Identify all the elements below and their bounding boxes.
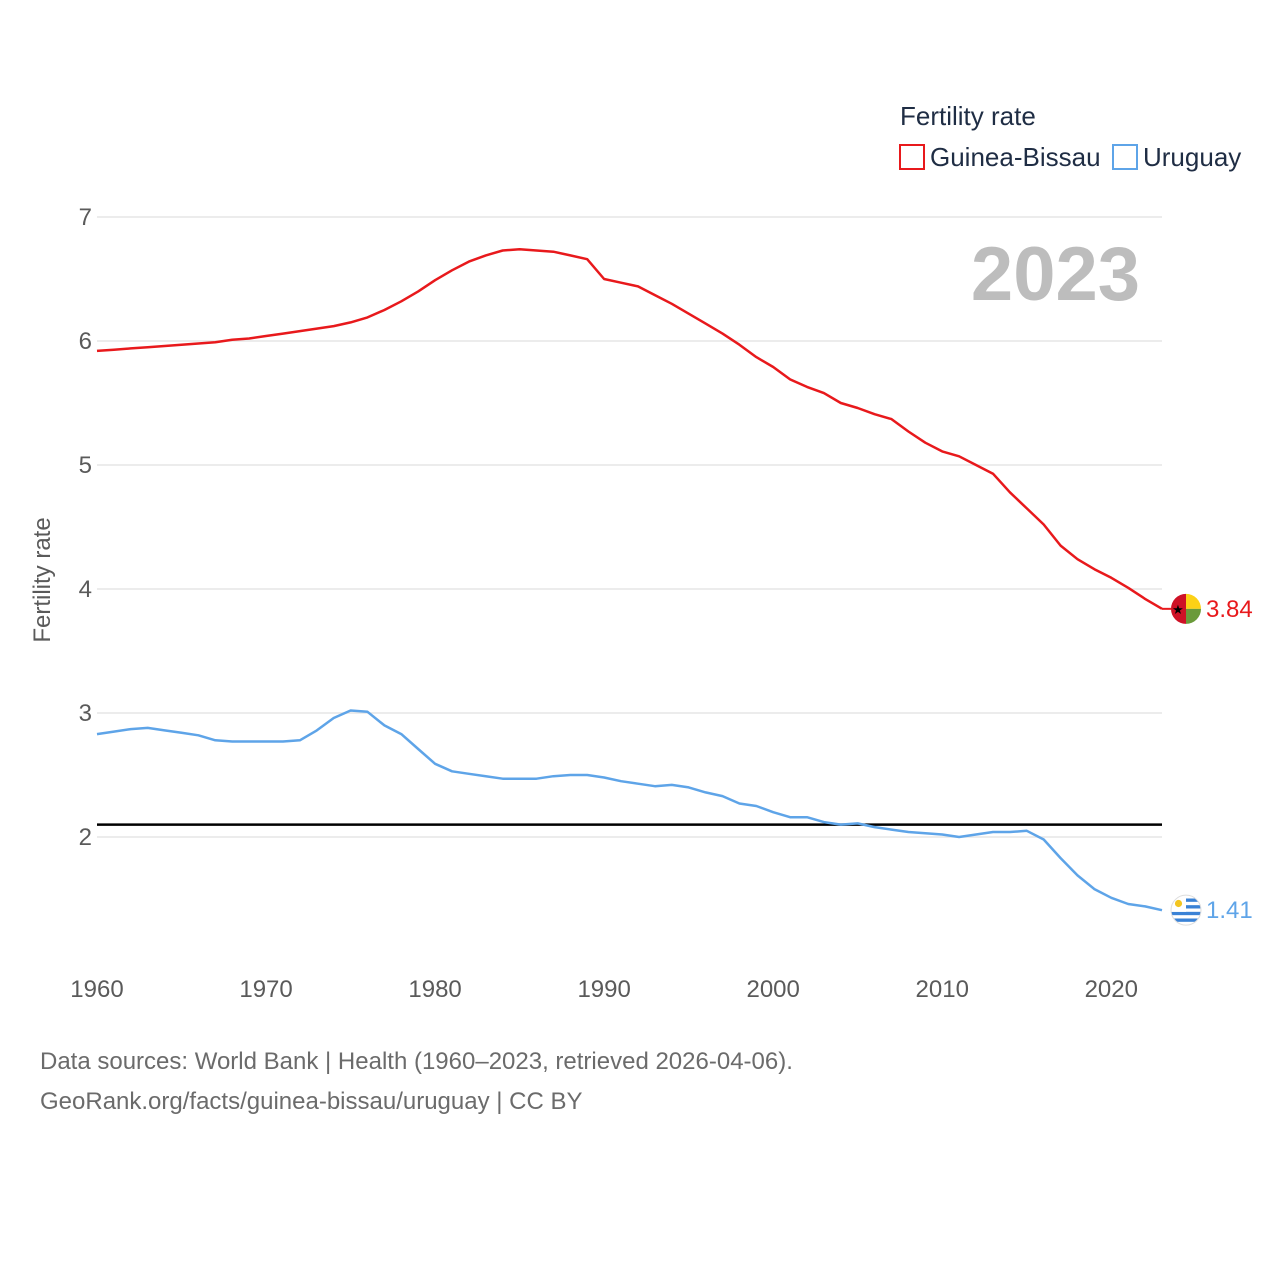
legend-item-guinea-bissau[interactable]: Guinea-Bissau xyxy=(899,142,1101,172)
grid-lines xyxy=(97,216,1162,838)
legend-swatch-uruguay xyxy=(1112,144,1138,170)
x-tick-label: 1980 xyxy=(408,976,461,1003)
series-line-guinea-bissau[interactable] xyxy=(96,247,1163,610)
attribution-line[interactable]: GeoRank.org/facts/guinea-bissau/uruguay … xyxy=(40,1088,583,1115)
legend-swatch-guinea-bissau xyxy=(899,144,925,170)
series-lines xyxy=(96,247,1163,912)
data-source-footer: Data sources: World Bank | Health (1960–… xyxy=(40,1042,793,1122)
end-value-label-guinea-bissau: 3.84 xyxy=(1206,596,1253,623)
x-tick-label: 2010 xyxy=(916,976,969,1003)
uruguay-flag-icon xyxy=(1170,894,1202,926)
y-axis-ticks: 7 6 5 4 3 2 xyxy=(79,204,92,851)
end-value-label-uruguay: 1.41 xyxy=(1206,897,1253,924)
x-tick-label: 1970 xyxy=(239,976,292,1003)
y-tick-label: 2 xyxy=(79,824,92,851)
x-axis-ticks: 1960 1970 1980 1990 2000 2010 2020 xyxy=(70,976,1138,1003)
svg-text:★: ★ xyxy=(1172,602,1184,617)
line-chart: 7 6 5 4 3 2 1960 1970 1980 1990 2000 2010 2020 ★ 3.8… xyxy=(29,101,1253,1003)
series-end-markers: ★ 3.84 1.41 xyxy=(1162,593,1253,926)
x-tick-label: 1990 xyxy=(577,976,630,1003)
legend-title: Fertility rate xyxy=(900,101,1036,131)
legend-item-uruguay[interactable]: Uruguay xyxy=(1112,142,1241,172)
y-axis-title: Fertility rate xyxy=(29,517,56,642)
year-display: 2023 xyxy=(971,232,1140,317)
source-line: Data sources: World Bank | Health (1960–… xyxy=(40,1048,793,1075)
y-tick-label: 5 xyxy=(79,452,92,479)
legend-label-uruguay: Uruguay xyxy=(1143,142,1241,172)
legend: Fertility rate Guinea-Bissau Uruguay xyxy=(899,101,1241,172)
x-tick-label: 1960 xyxy=(70,976,123,1003)
legend-label-guinea-bissau: Guinea-Bissau xyxy=(930,142,1101,172)
series-line-uruguay[interactable] xyxy=(96,709,1163,912)
y-tick-label: 4 xyxy=(79,576,92,603)
x-tick-label: 2020 xyxy=(1085,976,1138,1003)
y-tick-label: 7 xyxy=(79,204,92,231)
y-tick-label: 3 xyxy=(79,700,92,727)
guinea-bissau-flag-icon: ★ xyxy=(1162,593,1201,624)
y-tick-label: 6 xyxy=(79,328,92,355)
x-tick-label: 2000 xyxy=(746,976,799,1003)
